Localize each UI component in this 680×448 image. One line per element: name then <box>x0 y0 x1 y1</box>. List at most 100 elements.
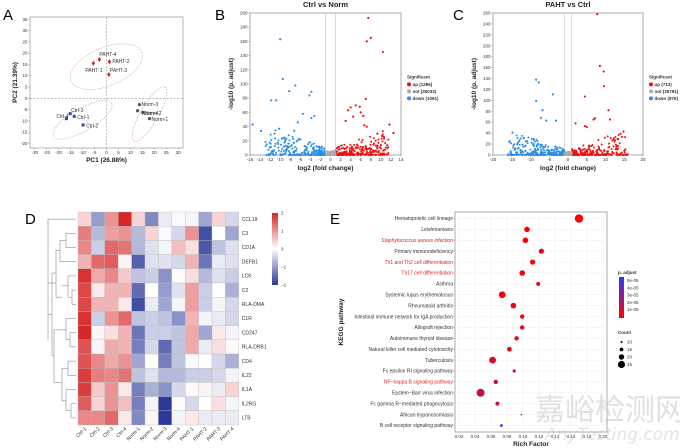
data-point <box>598 146 601 149</box>
data-point <box>291 153 294 156</box>
data-point <box>352 148 355 151</box>
data-point-up <box>349 106 352 109</box>
heatmap-cell <box>185 396 199 411</box>
x-tick-label: 0.20 <box>599 434 608 439</box>
y-tick-label: 200 <box>240 11 248 16</box>
heatmap-cell <box>104 396 119 411</box>
heatmap-cell <box>104 311 119 326</box>
row-label: IL22 <box>242 373 252 379</box>
data-point <box>625 153 628 156</box>
data-point <box>580 153 583 156</box>
data-point <box>610 147 613 150</box>
y-tick-label: -20 <box>21 141 28 146</box>
data-point <box>586 153 589 156</box>
heatmap-cell <box>185 325 199 340</box>
data-point-not-significant <box>327 153 330 156</box>
x-tick-label: -10 <box>277 157 284 162</box>
heatmap-cell <box>185 240 199 255</box>
data-point <box>266 153 269 156</box>
row-label: C1R <box>242 316 252 322</box>
data-point-not-significant <box>330 154 332 156</box>
heatmap-cell <box>118 240 132 255</box>
y-tick-label: 60 <box>485 120 491 125</box>
data-point <box>284 148 287 151</box>
data-point <box>582 152 585 155</box>
heatmap-cell <box>104 226 119 241</box>
pathway-label: Natural killer cell mediated cytotoxicit… <box>369 347 454 353</box>
watermark-cn: 嘉峪检测网 <box>535 393 680 428</box>
x-tick-label: 14 <box>398 157 404 162</box>
heatmap-cell <box>118 254 132 269</box>
data-point-down <box>251 123 254 126</box>
y-tick-label: 260 <box>483 11 491 16</box>
plot-frame <box>29 16 184 149</box>
heatmap-cell <box>104 240 119 255</box>
data-point-up <box>392 131 395 135</box>
heatmap-cell <box>118 368 132 383</box>
count-legend-label: 10 <box>627 340 633 345</box>
heatmap-cell <box>144 382 159 397</box>
data-point <box>515 151 518 154</box>
y-tick-label: 30 <box>22 28 28 33</box>
data-point <box>276 141 279 144</box>
data-point <box>620 151 623 154</box>
point-paht-1 <box>91 60 96 66</box>
data-point <box>344 153 347 156</box>
data-point <box>269 142 272 145</box>
data-point <box>519 148 522 151</box>
data-point-down <box>313 114 316 118</box>
heatmap-cell <box>131 368 146 383</box>
data-point <box>579 148 582 151</box>
data-point <box>550 151 553 154</box>
legend-marker <box>649 96 653 101</box>
x-tick-label: -25 <box>43 150 50 155</box>
heatmap-cell <box>118 226 132 241</box>
y-tick-label: 40 <box>485 131 491 136</box>
row-label: C2 <box>242 288 249 294</box>
data-point-up <box>619 132 622 135</box>
data-point <box>315 149 318 152</box>
data-point <box>310 154 313 156</box>
x-tick-label: 0 <box>567 157 570 162</box>
data-point <box>274 153 277 156</box>
y-tick-label: 10 <box>22 73 28 78</box>
data-point-not-significant <box>326 153 328 155</box>
heatmap-cell <box>171 240 186 255</box>
y-axis-label: PC2 (21.39%) <box>12 62 19 103</box>
data-point <box>283 141 286 144</box>
data-point <box>343 143 346 146</box>
heatmap-cell <box>225 268 239 284</box>
row-label: IL1A <box>242 387 253 393</box>
data-point <box>552 151 555 154</box>
heatmap-cell <box>91 382 105 397</box>
legend-marker <box>407 89 411 94</box>
heatmap-cell <box>225 368 239 383</box>
data-point <box>272 153 275 156</box>
pathway-label: Staphylococcus aureus infection <box>381 238 453 244</box>
x-tick-label: 30 <box>176 150 182 155</box>
row-label: IL2RG <box>242 401 257 407</box>
data-point <box>269 152 272 155</box>
y-tick-label: 200 <box>483 43 491 48</box>
data-point <box>365 145 368 148</box>
data-point <box>370 140 373 143</box>
data-point <box>514 147 517 150</box>
data-point <box>286 145 289 148</box>
data-point-up <box>364 97 367 101</box>
x-tick-label: 0.14 <box>551 434 560 439</box>
data-point-down <box>275 99 278 102</box>
count-legend-marker <box>620 340 623 344</box>
data-point-9 <box>520 314 525 319</box>
data-point <box>591 143 594 146</box>
data-point <box>313 154 316 156</box>
heatmap-cell <box>118 211 132 227</box>
data-point <box>571 148 574 151</box>
x-tick-label: -6 <box>298 157 302 162</box>
data-point <box>277 139 280 142</box>
point-label: PAHT-1 <box>85 68 102 74</box>
data-point <box>591 149 594 152</box>
data-point <box>283 136 286 139</box>
data-point <box>507 153 510 156</box>
data-point <box>577 147 580 150</box>
data-point <box>377 138 380 141</box>
